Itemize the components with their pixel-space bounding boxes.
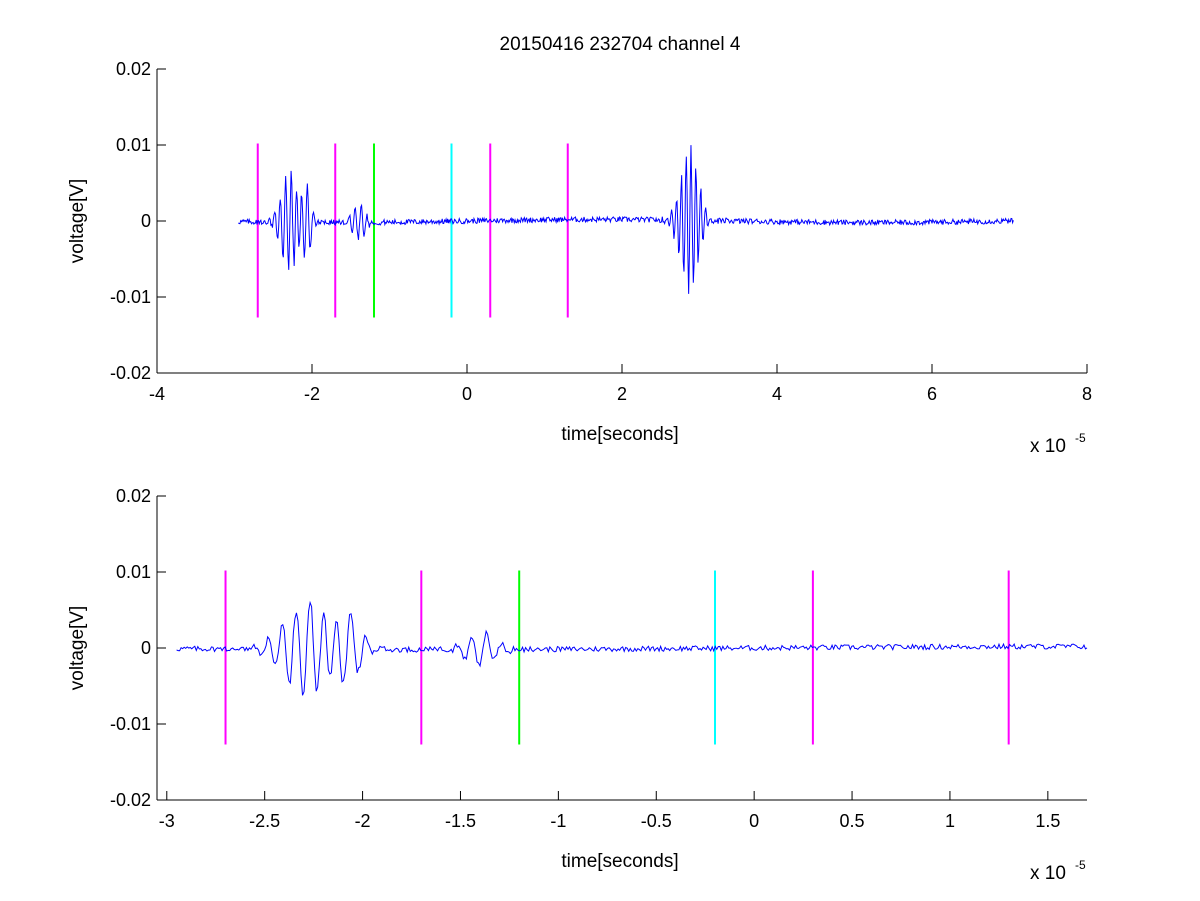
bottom-x-tick-label: -1 — [550, 811, 566, 831]
bottom-x-tick-label: 0 — [749, 811, 759, 831]
bottom-y-axis-label: voltage[V] — [67, 606, 88, 691]
top-x-exponent-base: x 10 — [1030, 436, 1066, 457]
top-signal-trace — [238, 145, 1014, 294]
top-x-tick-label: 4 — [772, 384, 782, 404]
bottom-plot: -0.02 -0.01 0 0.01 0.02 -3 -2.5 -2 -1.5 -1 -0.5 0 0… — [67, 486, 1088, 884]
bottom-x-exponent-base: x 10 — [1030, 863, 1066, 884]
bottom-x-exponent-power: -5 — [1075, 858, 1086, 872]
bottom-x-ticks: -3 -2.5 -2 -1.5 -1 -0.5 0 0.5 1 1.5 — [159, 791, 1060, 831]
top-y-tick-label: -0.02 — [110, 363, 151, 383]
bottom-y-tick-label: 0.01 — [116, 562, 151, 582]
top-x-exponent-power: -5 — [1075, 431, 1086, 445]
top-x-axis-label: time[seconds] — [561, 424, 678, 445]
bottom-markers — [224, 570, 1010, 745]
bottom-x-tick-label: -3 — [159, 811, 175, 831]
top-x-ticks: -4 -2 0 2 4 6 8 — [149, 364, 1092, 404]
bottom-y-tick-label: 0.02 — [116, 486, 151, 506]
top-x-tick-label: -4 — [149, 384, 165, 404]
top-x-tick-label: 0 — [462, 384, 472, 404]
bottom-signal — [176, 600, 1088, 696]
bottom-x-tick-label: 1.5 — [1035, 811, 1060, 831]
bottom-x-tick-label: -2 — [355, 811, 371, 831]
bottom-signal-trace — [176, 600, 1088, 696]
top-y-ticks: -0.02 -0.01 0 0.01 0.02 — [110, 59, 166, 383]
bottom-x-axis-label: time[seconds] — [561, 851, 678, 872]
top-x-exponent: x 10 -5 — [1030, 431, 1086, 457]
top-x-tick-label: 8 — [1082, 384, 1092, 404]
top-x-tick-label: 2 — [617, 384, 627, 404]
bottom-y-tick-label: -0.02 — [110, 790, 151, 810]
bottom-y-tick-label: 0 — [141, 638, 151, 658]
chart-title: 20150416 232704 channel 4 — [500, 34, 741, 55]
top-markers — [256, 143, 569, 318]
bottom-x-tick-label: -1.5 — [445, 811, 476, 831]
bottom-y-tick-label: -0.01 — [110, 714, 151, 734]
bottom-x-tick-label: 0.5 — [840, 811, 865, 831]
bottom-x-tick-label: -2.5 — [249, 811, 280, 831]
top-y-tick-label: 0.02 — [116, 59, 151, 79]
bottom-x-exponent: x 10 -5 — [1030, 858, 1086, 884]
top-y-tick-label: 0 — [141, 211, 151, 231]
top-plot: 20150416 232704 channel 4 -0.02 -0.01 0 0.0… — [67, 34, 1092, 457]
bottom-x-tick-label: -0.5 — [641, 811, 672, 831]
bottom-x-tick-label: 1 — [945, 811, 955, 831]
top-signal — [238, 145, 1014, 294]
top-y-tick-label: -0.01 — [110, 287, 151, 307]
top-x-tick-label: -2 — [304, 384, 320, 404]
top-y-axis-label: voltage[V] — [67, 179, 88, 264]
top-y-tick-label: 0.01 — [116, 135, 151, 155]
top-x-tick-label: 6 — [927, 384, 937, 404]
bottom-y-ticks: -0.02 -0.01 0 0.01 0.02 — [110, 486, 166, 810]
